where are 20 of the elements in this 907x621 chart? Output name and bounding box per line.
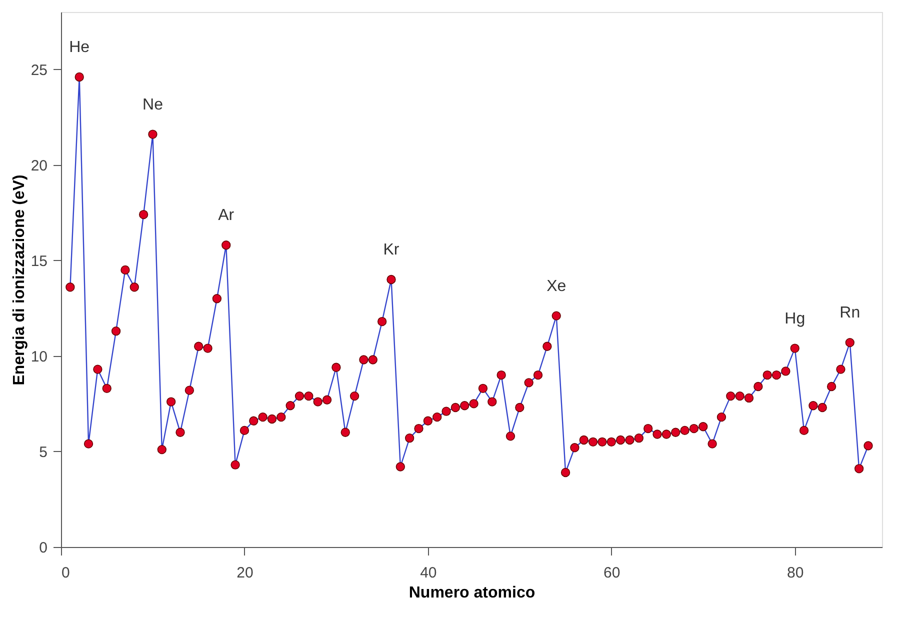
y-tick-label: 10 (30, 348, 48, 366)
y-tick-label: 20 (30, 157, 48, 174)
x-axis-title: Numero atomico (408, 584, 536, 602)
x-tick-label: 80 (787, 564, 804, 582)
annotation: Kr (383, 242, 400, 258)
x-tick-label: 20 (236, 564, 254, 582)
annotation: Ne (142, 96, 164, 114)
y-tick-label: 25 (30, 62, 48, 79)
y-tick-label: 15 (30, 252, 48, 270)
y-axis-title: Energia di ionizzazione (eV) (10, 174, 28, 386)
x-tick-label: 40 (420, 564, 437, 582)
y-tick-label: 5 (39, 444, 48, 461)
annotation: He (69, 38, 90, 56)
annotation: Hg (784, 310, 806, 328)
annotation: Ar (218, 207, 235, 224)
annotation: Xe (546, 278, 566, 295)
x-tick-label: 0 (62, 564, 70, 582)
x-tick-label: 60 (604, 564, 620, 582)
y-tick-label: 0 (39, 540, 48, 556)
annotation: Rn (840, 304, 860, 322)
